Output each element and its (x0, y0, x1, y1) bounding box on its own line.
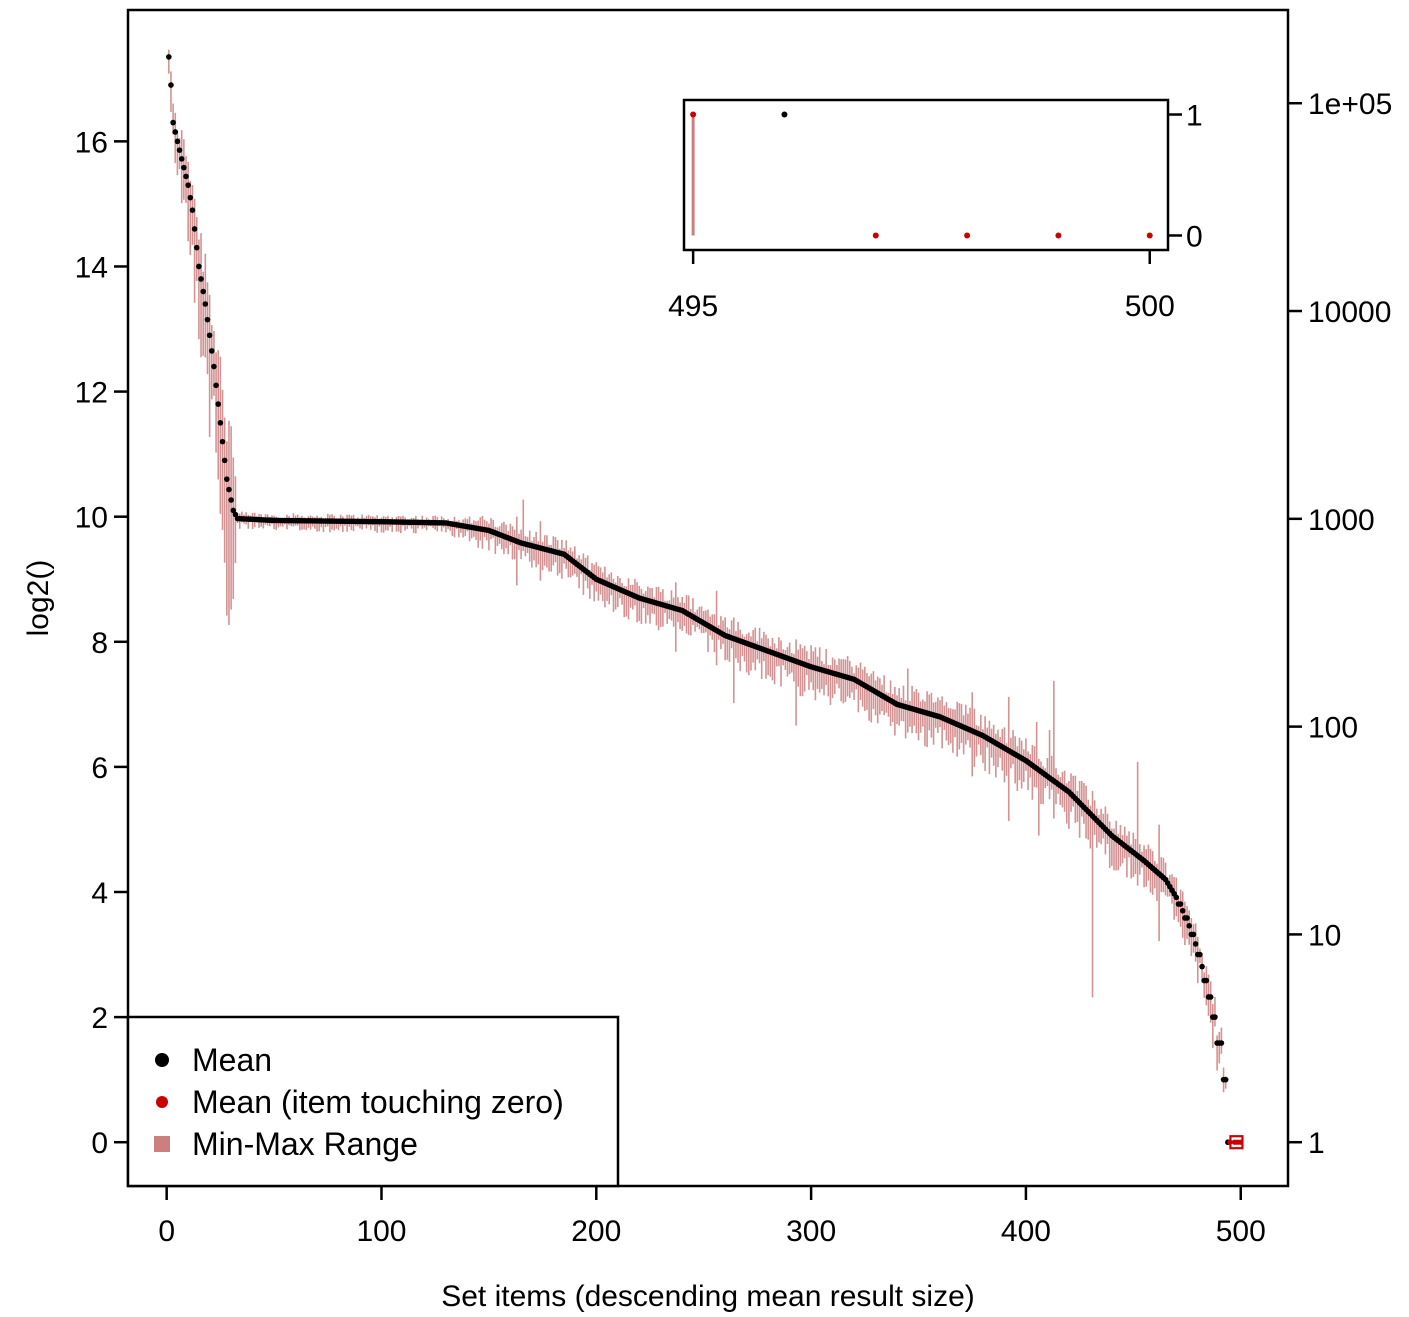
x-tick-label: 400 (1001, 1215, 1051, 1248)
mean-point (200, 288, 206, 295)
x-tick-label: 300 (786, 1215, 836, 1248)
legend: Mean Mean (item touching zero) Min-Max R… (126, 1015, 620, 1188)
y-tick-label: 10 (75, 502, 108, 535)
y2-tick-label: 100 (1308, 712, 1358, 745)
y-tick-label: 8 (91, 627, 108, 660)
y2-tick-label: 10000 (1308, 296, 1391, 329)
mean-point (172, 129, 179, 135)
legend-zero-mean-swatch (156, 1096, 168, 1108)
mean-point (193, 244, 200, 251)
mean-point (1190, 931, 1197, 938)
mean-point (208, 348, 215, 354)
mean-point (1218, 1040, 1225, 1046)
y-tick-label: 2 (91, 1002, 108, 1035)
mean-point (181, 164, 187, 171)
legend-box (126, 1015, 620, 1188)
inset-mean-point (781, 111, 788, 118)
inset-zero-mean-point (872, 232, 879, 239)
mean-point (1199, 963, 1205, 970)
inset-frame (682, 98, 1170, 252)
mean-point (1203, 977, 1210, 984)
inset-points (690, 111, 1153, 239)
mean-point (1207, 994, 1214, 1000)
mean-point (198, 276, 204, 282)
inset-zoom-plot: 495 500 01 (668, 98, 1203, 323)
mean-point (1192, 941, 1199, 947)
inset-x-axis: 495 500 (668, 250, 1175, 323)
mean-point (183, 173, 189, 180)
y-tick-label: 0 (91, 1127, 108, 1160)
mean-point (215, 401, 222, 407)
mean-point (168, 82, 174, 88)
inset-zero-mean-point (1055, 232, 1062, 239)
mean-point (211, 363, 217, 370)
y-axis-left: 0 2 4 6 8 10 12 14 16 (75, 126, 128, 1160)
mean-point (189, 207, 196, 213)
mean-points (166, 54, 1231, 1146)
mean-point (204, 316, 211, 323)
mean-point (221, 457, 228, 464)
mean-point (176, 147, 183, 153)
mean-point (191, 226, 198, 232)
y-tick-label: 12 (75, 377, 108, 410)
mean-point (174, 138, 181, 145)
y-tick-label: 6 (91, 752, 108, 785)
x-tick-label: 100 (356, 1215, 406, 1248)
y-axis-title: log2() (22, 560, 55, 637)
inset-zero-mean-point (1146, 232, 1153, 239)
y-tick-label: 4 (91, 877, 108, 910)
mean-point (1197, 951, 1203, 958)
mean-point (217, 420, 224, 426)
y-axis-right: 1 10 100 1000 10000 1e+05 (1288, 88, 1392, 1160)
mean-point (219, 438, 226, 445)
legend-range-swatch (154, 1136, 170, 1152)
mean-point (1186, 923, 1192, 929)
y2-tick-label: 1e+05 (1308, 88, 1392, 121)
mean-point (1173, 894, 1180, 901)
x-tick-label: 200 (571, 1215, 621, 1248)
mean-point (185, 182, 191, 188)
legend-mean-label: Mean (192, 1042, 272, 1078)
mean-point (178, 156, 185, 162)
y2-tick-label: 1 (1308, 1127, 1325, 1160)
mean-point (1212, 1014, 1218, 1020)
y-tick-label: 14 (75, 251, 108, 284)
mean-point (187, 194, 194, 201)
zero-touch-markers (1227, 1135, 1244, 1150)
mean-point (1179, 907, 1186, 914)
x-tick-label: 0 (158, 1215, 175, 1248)
zero-touch-box (1229, 1135, 1244, 1150)
y2-tick-label: 10 (1308, 919, 1341, 952)
plot-frame (126, 8, 1290, 1188)
mean-point (224, 476, 230, 482)
inset-x-tick-label: 500 (1125, 290, 1175, 323)
inset-zero-mean-point (690, 111, 697, 118)
inset-y-axis: 01 (1168, 100, 1203, 253)
y-tick-label: 16 (75, 126, 108, 159)
mean-point (226, 486, 232, 493)
mean-point (202, 301, 209, 307)
y2-tick-label: 1000 (1308, 504, 1375, 537)
inset-x-tick-label: 495 (668, 290, 718, 323)
mean-point (1222, 1076, 1229, 1083)
mean-point (206, 332, 213, 339)
mean-point (228, 497, 234, 503)
mean-point (166, 54, 172, 60)
x-axis: 0 100 200 300 400 500 (158, 1186, 1266, 1248)
mean-point (170, 119, 176, 126)
inset-y-tick-label: 1 (1186, 100, 1203, 133)
inset-y-tick-label: 0 (1186, 220, 1203, 253)
x-tick-label: 500 (1216, 1215, 1266, 1248)
x-axis-title: Set items (descending mean result size) (441, 1280, 975, 1313)
legend-range-label: Min-Max Range (192, 1126, 418, 1162)
mean-point (213, 382, 219, 389)
mean-point (1184, 915, 1190, 921)
mean-point (196, 263, 202, 270)
inset-zero-mean-point (964, 232, 971, 239)
legend-mean-swatch (155, 1053, 169, 1067)
mean-point (1177, 901, 1184, 907)
legend-zero-mean-label: Mean (item touching zero) (192, 1084, 564, 1120)
